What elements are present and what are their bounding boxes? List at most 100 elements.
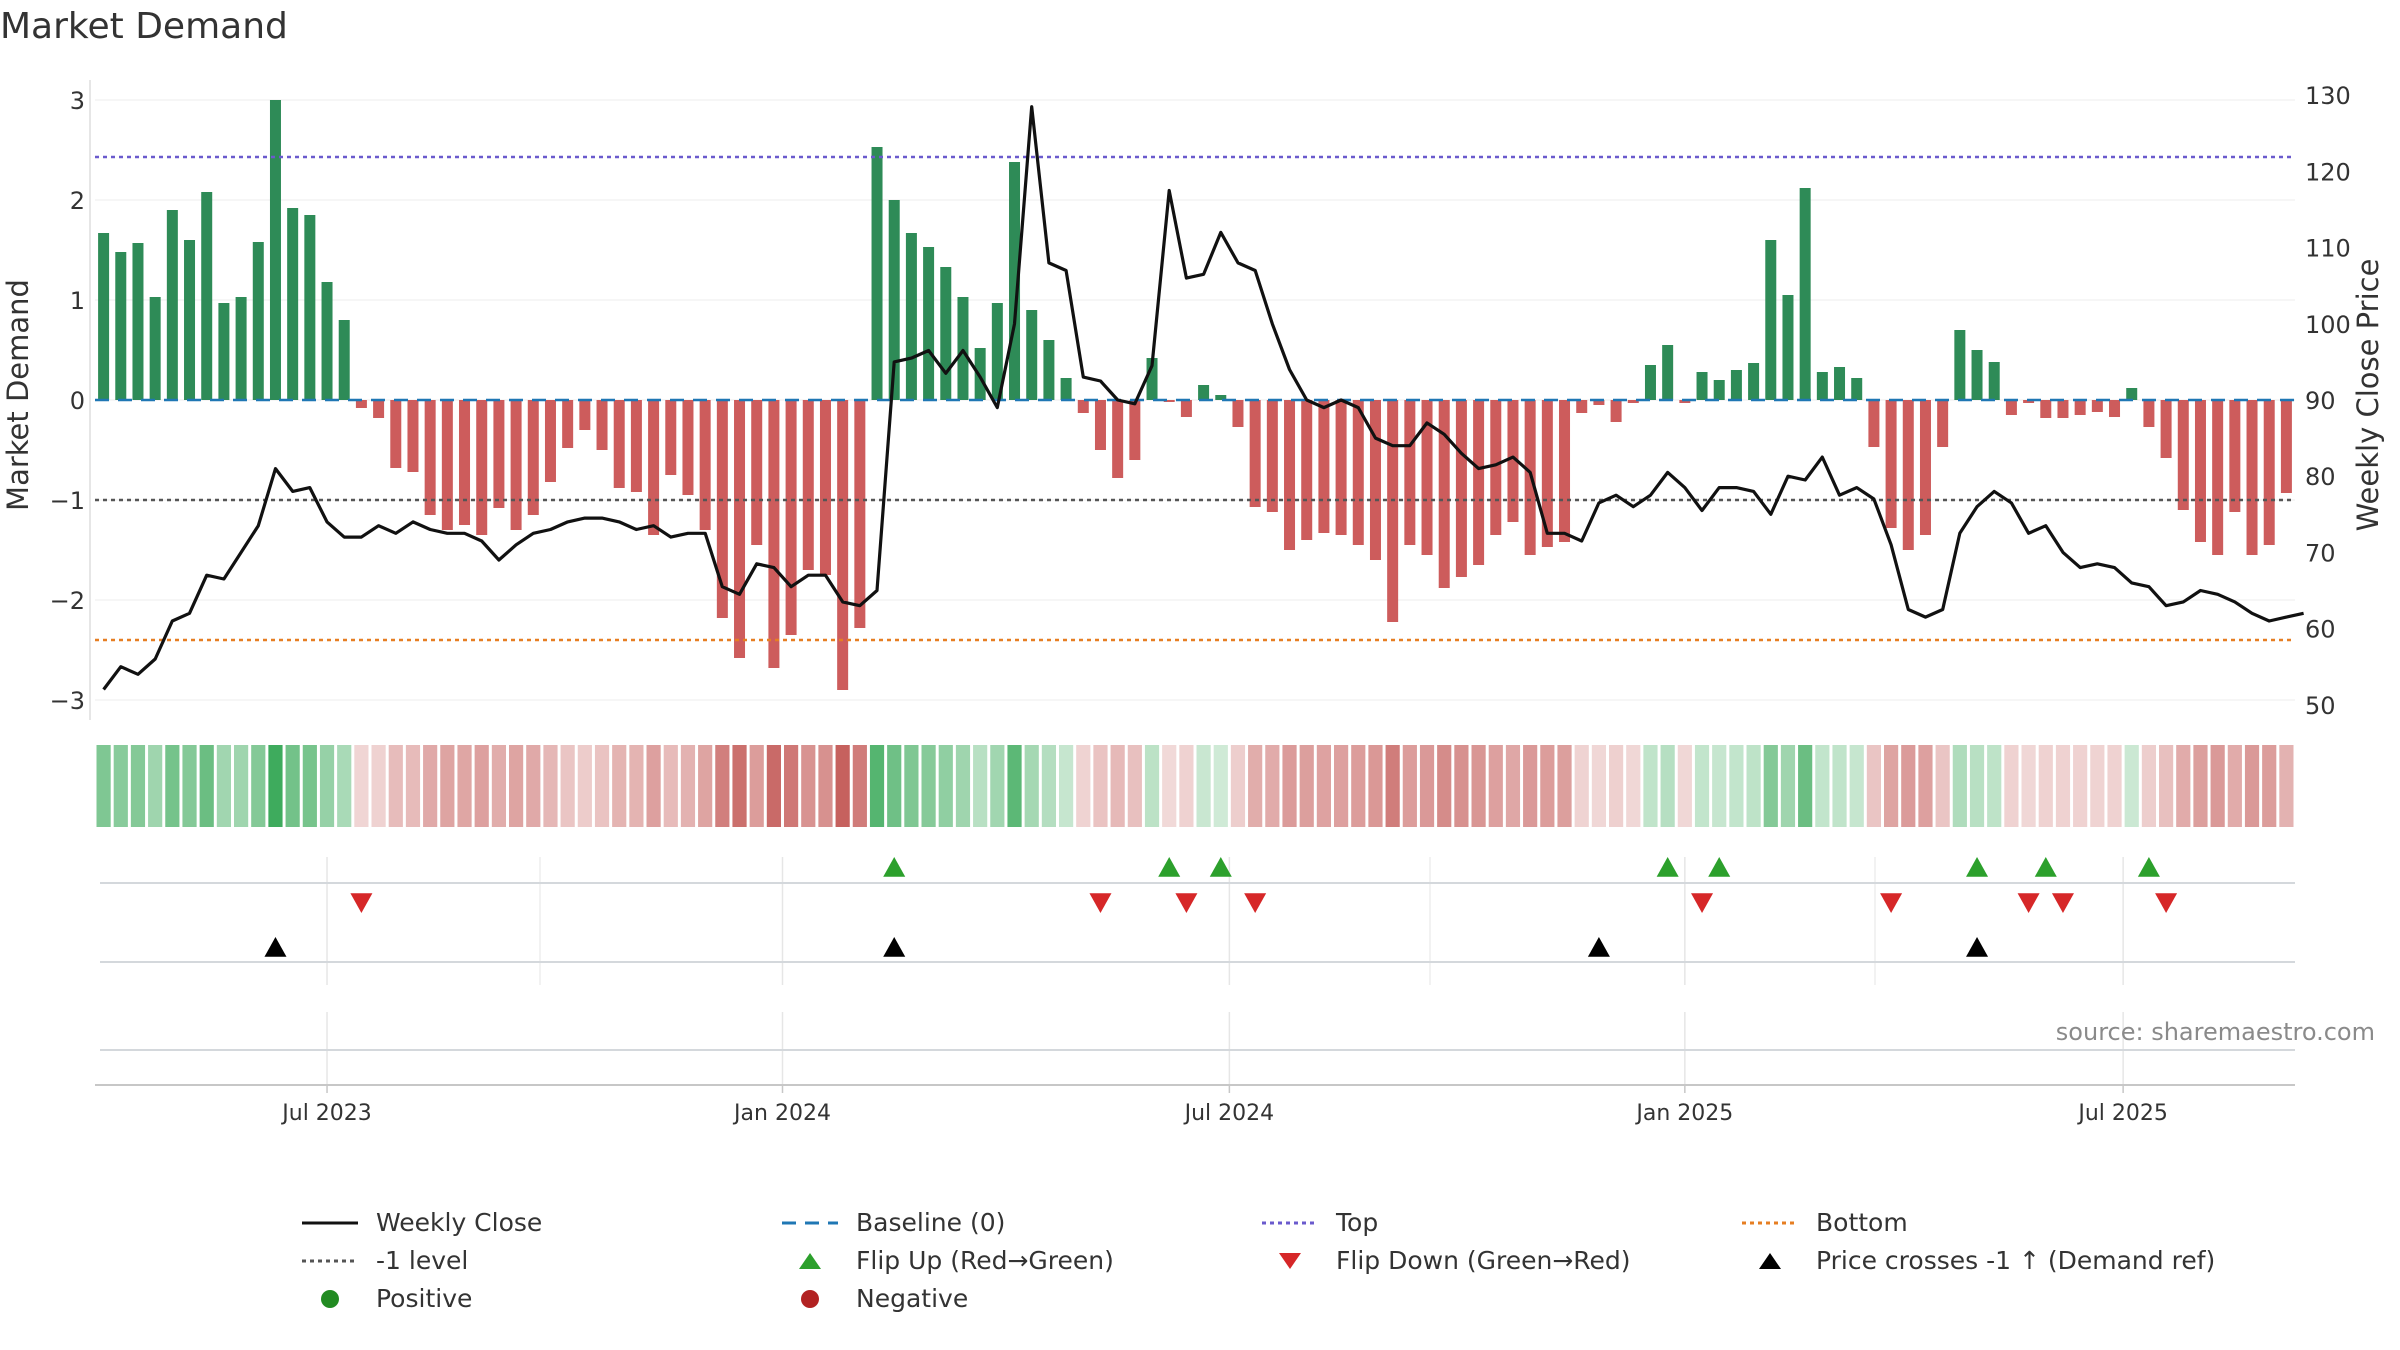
heat-cell: [1213, 745, 1228, 827]
demand-bar: [1094, 400, 1106, 450]
demand-bar: [166, 210, 178, 400]
demand-bar: [1902, 400, 1914, 550]
heat-cell: [474, 745, 489, 827]
heat-cell: [784, 745, 799, 827]
demand-bar: [648, 400, 660, 535]
heat-cell: [96, 745, 111, 827]
heat-cell: [990, 745, 1005, 827]
flip-up-marker: [1656, 857, 1679, 877]
heat-cell: [319, 745, 335, 827]
x-tick-label: Jan 2025: [1634, 1101, 1733, 1126]
heat-cell: [1540, 745, 1555, 827]
dashed-line-icon: [782, 1221, 838, 1224]
heat-cell: [1196, 745, 1211, 827]
demand-bar: [115, 252, 127, 400]
heat-cell: [1780, 745, 1796, 827]
heat-cell: [766, 745, 781, 827]
heat-cell: [1609, 745, 1624, 827]
legend-item-negative: Negative: [780, 1284, 968, 1313]
heat-cell: [1110, 745, 1125, 827]
demand-bar: [1421, 400, 1433, 555]
legend-item-minus1: -1 level: [300, 1246, 468, 1275]
demand-bar: [1387, 400, 1399, 622]
demand-bar: [1077, 400, 1089, 413]
flip-up-marker: [1209, 857, 1232, 877]
demand-bar: [1198, 385, 1210, 400]
heat-cell: [560, 745, 575, 827]
demand-bar: [184, 240, 196, 400]
flip-down-marker: [2155, 893, 2178, 913]
signal-panels: [100, 857, 2295, 1085]
heat-cell: [938, 745, 953, 827]
heat-cell: [2244, 745, 2260, 827]
demand-bar: [1644, 365, 1656, 400]
heat-cell: [1677, 745, 1692, 827]
dot-icon: [321, 1289, 339, 1308]
demand-bar: [218, 303, 230, 400]
demand-bar: [1662, 345, 1674, 400]
heat-cell: [1437, 745, 1452, 827]
dot-icon: [801, 1289, 819, 1308]
heat-cell: [509, 745, 524, 827]
heat-cell: [1162, 745, 1177, 827]
heat-cell: [1093, 745, 1108, 827]
heat-cell: [1729, 745, 1744, 827]
heat-cell: [612, 745, 627, 827]
heat-cell: [1316, 745, 1331, 827]
demand-bar: [1868, 400, 1880, 447]
flip-down-marker: [350, 893, 373, 913]
demand-bar: [837, 400, 849, 690]
y2-tick-label: 50: [2305, 692, 2336, 720]
heat-cell: [130, 745, 146, 827]
demand-bar: [562, 400, 574, 448]
heat-cell: [1626, 745, 1641, 827]
flip-up-marker: [883, 857, 906, 877]
heat-cell: [405, 745, 421, 827]
heat-cell: [199, 745, 214, 827]
demand-bar: [768, 400, 780, 668]
heat-cell: [1660, 745, 1675, 827]
y2-tick-label: 120: [2305, 158, 2351, 186]
demand-bar: [2109, 400, 2121, 417]
heat-cell: [1419, 745, 1435, 827]
heat-cell: [715, 745, 730, 827]
dotted-line-icon: [302, 1259, 358, 1262]
demand-bar: [424, 400, 436, 515]
demand-bar: [716, 400, 728, 618]
heat-cell: [1849, 745, 1864, 827]
heat-cell: [1454, 745, 1469, 827]
dotted-line-icon: [1742, 1221, 1798, 1224]
heat-cell: [869, 745, 885, 827]
demand-bar: [1455, 400, 1467, 577]
market-demand-chart: Market Demand Market Demand Weekly Close…: [0, 6, 2385, 1126]
demand-bar: [854, 400, 866, 628]
weekly-close-line: [102, 105, 2304, 691]
legend-item-positive: Positive: [300, 1284, 472, 1313]
flip-down-marker: [2051, 893, 2074, 913]
heat-cell: [1574, 745, 1589, 827]
heat-cell: [2107, 745, 2122, 827]
demand-bar: [2280, 400, 2292, 493]
demand-bar: [98, 233, 110, 400]
heat-cell: [302, 745, 317, 827]
heat-cell: [1798, 745, 1813, 827]
heat-cell: [1471, 745, 1486, 827]
demand-bar: [1816, 372, 1828, 400]
heat-cell: [1230, 745, 1246, 827]
demand-bar: [132, 243, 144, 400]
demand-bar: [2212, 400, 2224, 555]
flip-up-marker: [1158, 857, 1181, 877]
heat-cell: [835, 745, 850, 827]
x-tick-label: Jul 2025: [2076, 1101, 2168, 1126]
y-tick-label: −1: [50, 487, 85, 515]
demand-bar: [1129, 400, 1141, 460]
demand-bar: [974, 348, 986, 400]
legend-label: Top: [1336, 1208, 1379, 1237]
demand-bar: [510, 400, 522, 530]
heat-cell: [594, 745, 610, 827]
demand-bars: [98, 100, 2292, 690]
demand-bar: [1301, 400, 1313, 540]
demand-bar: [2040, 400, 2052, 418]
demand-bar: [923, 247, 935, 400]
price-cross-marker: [883, 937, 906, 957]
